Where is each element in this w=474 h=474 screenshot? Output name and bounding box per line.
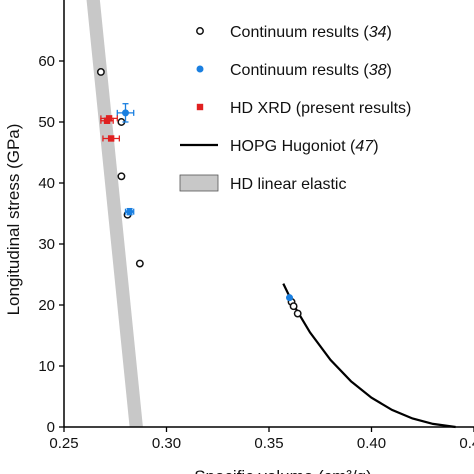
continuum-34-point-4	[135, 259, 144, 268]
y-tick-label: 40	[38, 175, 55, 192]
continuum-34-point-2	[117, 172, 126, 181]
legend-item-1: Continuum results (38)	[196, 62, 392, 79]
hd-xrd-point-2	[107, 135, 115, 142]
legend-label-text: Continuum results (	[230, 62, 369, 79]
linear-elastic-band	[86, 0, 143, 427]
legend-label-suffix: )	[387, 24, 392, 41]
x-tick-label: 0.45	[459, 435, 474, 452]
x-axis-title: Specific volume (cm³/g)	[194, 467, 372, 474]
legend-blue-circle-icon	[196, 65, 204, 73]
y-tick-label: 0	[47, 419, 55, 436]
legend-label-suffix: )	[373, 138, 378, 155]
legend-item-2: HD XRD (present results)	[196, 100, 411, 117]
legend: Continuum results (34)Continuum results …	[179, 24, 411, 193]
legend-label-text: HOPG Hugoniot (	[230, 138, 356, 155]
legend-band-icon	[179, 174, 219, 192]
hopg-hugoniot-line	[282, 283, 456, 429]
continuum-34-point-0	[96, 68, 105, 76]
legend-label-ref: 47	[355, 138, 374, 155]
continuum-34-point-7	[293, 309, 302, 318]
continuum-38-point-2	[286, 294, 293, 302]
legend-label: HD linear elastic	[230, 176, 346, 193]
legend-red-square-icon	[196, 103, 204, 111]
y-tick-label: 20	[38, 297, 55, 314]
legend-label-text: HD linear elastic	[230, 176, 346, 193]
legend-item-3: HOPG Hugoniot (47)	[180, 138, 379, 155]
legend-label: HOPG Hugoniot (47)	[230, 138, 379, 155]
legend-open-circle-icon	[196, 27, 204, 35]
data-marker-layer	[96, 68, 302, 318]
y-tick-label: 50	[38, 114, 55, 131]
legend-label: Continuum results (38)	[230, 62, 392, 79]
y-tick-label: 60	[38, 53, 55, 70]
hd-xrd-point-1	[103, 117, 111, 124]
legend-label-text: HD XRD (present results)	[230, 100, 411, 117]
legend-item-0: Continuum results (34)	[196, 24, 392, 41]
x-tick-label: 0.35	[254, 435, 283, 452]
legend-label-text: Continuum results (	[230, 24, 369, 41]
axes-layer: 0 10 20 30 40 50 60 0.25 0.30 0.35 0.40 0.45 Longitu…	[4, 0, 474, 474]
legend-label: HD XRD (present results)	[230, 100, 411, 117]
legend-label: Continuum results (34)	[230, 24, 392, 41]
legend-label-ref: 34	[369, 24, 387, 41]
x-tick-label: 0.40	[357, 435, 386, 452]
legend-label-suffix: )	[387, 62, 392, 79]
continuum-38-point-1	[126, 208, 134, 216]
y-tick-label: 30	[38, 236, 55, 253]
legend-label-ref: 38	[369, 62, 387, 79]
continuum-34-point-6	[289, 302, 298, 311]
y-tick-label: 10	[38, 358, 55, 375]
legend-item-4: HD linear elastic	[179, 174, 346, 193]
linear-elastic-band-layer	[86, 0, 143, 427]
y-axis-title: Longitudinal stress (GPa)	[4, 124, 23, 316]
x-tick-label: 0.25	[49, 435, 78, 452]
hugoniot-line-layer	[282, 283, 456, 429]
x-tick-label: 0.30	[152, 435, 181, 452]
continuum-38-point-0	[122, 109, 129, 117]
